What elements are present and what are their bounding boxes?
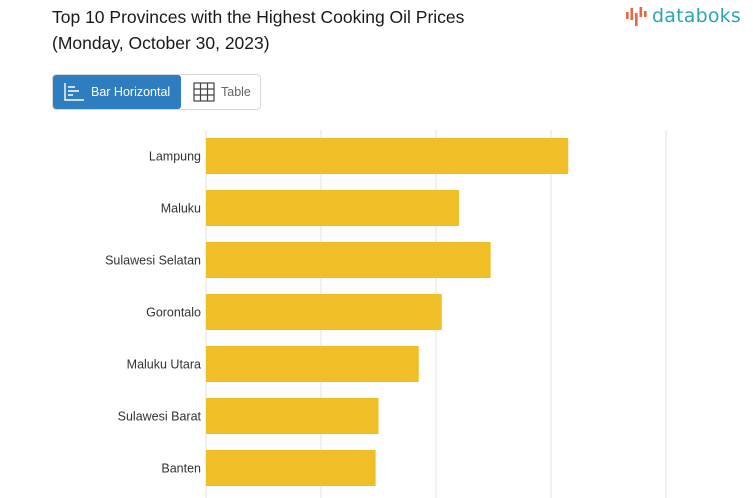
bar-maluku-utara[interactable] <box>206 346 419 382</box>
category-label: Gorontalo <box>146 306 201 320</box>
category-label: Banten <box>161 462 201 476</box>
chart-title-line1: Top 10 Provinces with the Highest Cookin… <box>52 7 465 27</box>
brand-name: databoks <box>652 5 741 27</box>
category-label: Sulawesi Selatan <box>105 254 201 268</box>
bar-maluku[interactable] <box>206 190 459 226</box>
table-grid-icon <box>193 82 215 102</box>
category-label: Maluku Utara <box>127 358 201 372</box>
chart-title: Top 10 Provinces with the Highest Cookin… <box>52 4 464 56</box>
bar-sulawesi-barat[interactable] <box>206 398 379 434</box>
bar-lampung[interactable] <box>206 138 569 174</box>
bar-banten[interactable] <box>206 450 376 486</box>
bar-gorontalo[interactable] <box>206 294 442 330</box>
bar-chart-icon <box>64 83 84 101</box>
bar-horizontal-tab[interactable]: Bar Horizontal <box>53 75 181 109</box>
databoks-logo[interactable]: databoks <box>625 4 741 28</box>
category-label: Sulawesi Barat <box>118 410 202 424</box>
chart-title-line2: (Monday, October 30, 2023) <box>52 33 270 53</box>
table-label: Table <box>221 85 251 99</box>
bar-sulawesi-selatan[interactable] <box>206 242 491 278</box>
category-label: Lampung <box>149 150 201 164</box>
category-label: Maluku <box>161 202 201 216</box>
databoks-logo-icon <box>626 7 647 26</box>
table-tab[interactable]: Table <box>181 75 260 109</box>
bar-horizontal-label: Bar Horizontal <box>91 85 171 99</box>
view-toggle: Bar Horizontal Table <box>52 74 261 110</box>
